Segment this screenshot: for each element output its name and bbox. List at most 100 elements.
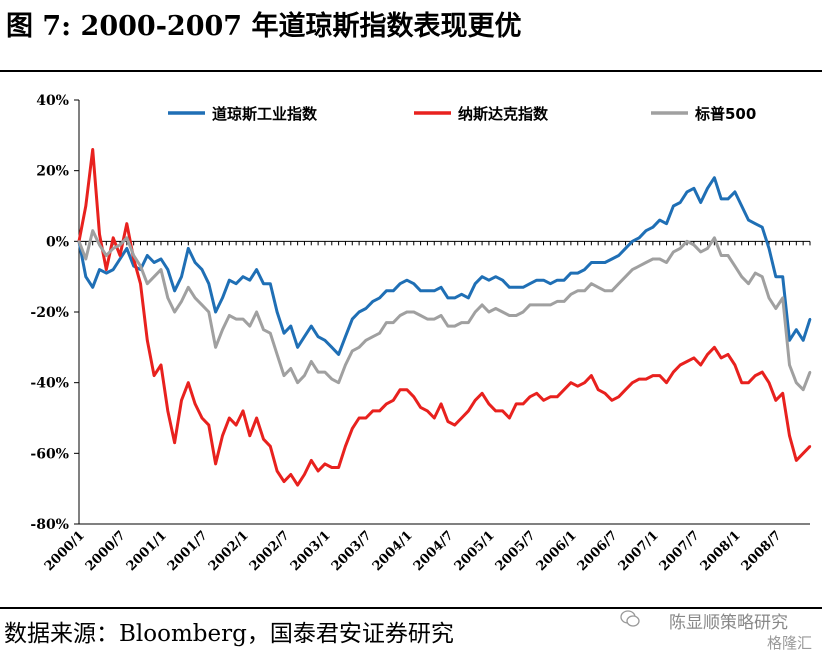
x-tick-label: 2000/1 — [42, 528, 88, 574]
data-point — [467, 409, 470, 413]
data-point — [515, 314, 518, 317]
data-point — [631, 240, 634, 243]
data-point — [713, 176, 716, 179]
data-point — [576, 271, 579, 275]
data-point — [699, 250, 702, 254]
data-point — [808, 445, 812, 448]
data-point — [610, 257, 614, 261]
data-point — [275, 310, 279, 314]
data-point — [467, 296, 470, 300]
data-point — [152, 275, 156, 278]
data-point — [535, 303, 538, 307]
data-point — [713, 346, 716, 349]
series-line — [77, 148, 812, 487]
data-point — [508, 286, 511, 289]
data-point — [248, 279, 251, 282]
data-point — [91, 229, 94, 232]
data-point — [255, 310, 258, 314]
data-point — [221, 296, 224, 300]
data-point — [549, 303, 552, 307]
y-tick-label: -20% — [30, 305, 69, 321]
data-point — [528, 303, 532, 307]
data-point — [583, 268, 586, 271]
data-point — [535, 392, 538, 395]
data-point — [378, 409, 381, 413]
y-tick-label: -60% — [30, 446, 69, 462]
data-point — [679, 247, 682, 250]
data-point — [720, 197, 723, 201]
y-tick-label: -40% — [30, 376, 69, 392]
data-point — [802, 452, 805, 455]
data-point — [173, 441, 176, 444]
data-point — [638, 264, 641, 268]
data-point — [269, 282, 272, 285]
data-point — [262, 438, 265, 441]
data-point — [644, 229, 648, 232]
data-point — [419, 289, 422, 292]
x-tick-label: 2007/7 — [657, 528, 703, 574]
data-point — [610, 399, 614, 402]
data-point — [357, 310, 361, 314]
data-point — [597, 261, 600, 264]
data-point — [323, 462, 327, 466]
data-point — [494, 307, 497, 310]
data-point — [296, 346, 299, 349]
data-point — [344, 445, 347, 448]
data-point — [733, 363, 737, 367]
data-point — [740, 381, 743, 384]
series-line — [77, 176, 812, 356]
data-point — [576, 385, 579, 388]
data-point — [549, 395, 552, 398]
wechat-icon — [620, 610, 640, 627]
data-point — [241, 317, 245, 321]
data-point — [357, 416, 361, 420]
data-point — [385, 402, 388, 406]
data-point — [193, 296, 197, 300]
data-point — [460, 416, 463, 420]
x-tick-label: 2002/1 — [206, 528, 252, 574]
data-point — [193, 261, 197, 264]
data-point — [597, 388, 600, 391]
x-tick-label: 2004/7 — [411, 528, 457, 574]
x-tick-label: 2008/1 — [698, 528, 744, 574]
data-point — [159, 363, 163, 367]
data-point — [446, 324, 450, 328]
data-point — [761, 370, 764, 374]
data-point — [781, 296, 784, 300]
data-point — [672, 204, 675, 208]
data-point — [262, 282, 265, 285]
data-point — [337, 353, 340, 356]
data-point — [542, 279, 545, 282]
x-tick-label: 2000/7 — [83, 528, 129, 574]
data-point — [754, 222, 757, 225]
data-point — [788, 339, 791, 342]
data-point — [152, 261, 156, 264]
data-point — [761, 275, 764, 278]
data-point — [685, 240, 689, 243]
data-point — [706, 187, 709, 190]
data-point — [733, 264, 737, 268]
data-point — [241, 275, 245, 278]
data-point — [665, 222, 668, 225]
data-point — [740, 275, 743, 278]
data-point — [774, 399, 777, 402]
data-point — [330, 346, 333, 349]
data-point — [467, 321, 470, 324]
data-point — [795, 381, 798, 384]
x-tick-label: 2003/7 — [329, 528, 375, 574]
data-point — [234, 423, 238, 427]
data-point — [774, 275, 777, 278]
data-point — [720, 254, 723, 257]
x-tick-label: 2006/7 — [575, 528, 621, 574]
data-point — [405, 310, 409, 314]
data-point — [98, 268, 101, 271]
data-point — [200, 268, 204, 271]
data-point — [228, 314, 231, 317]
data-point — [658, 257, 661, 261]
data-point — [207, 423, 210, 427]
data-point — [720, 356, 723, 360]
data-point — [767, 247, 771, 250]
data-point — [125, 247, 128, 250]
data-point — [781, 275, 784, 278]
data-point — [624, 388, 627, 391]
